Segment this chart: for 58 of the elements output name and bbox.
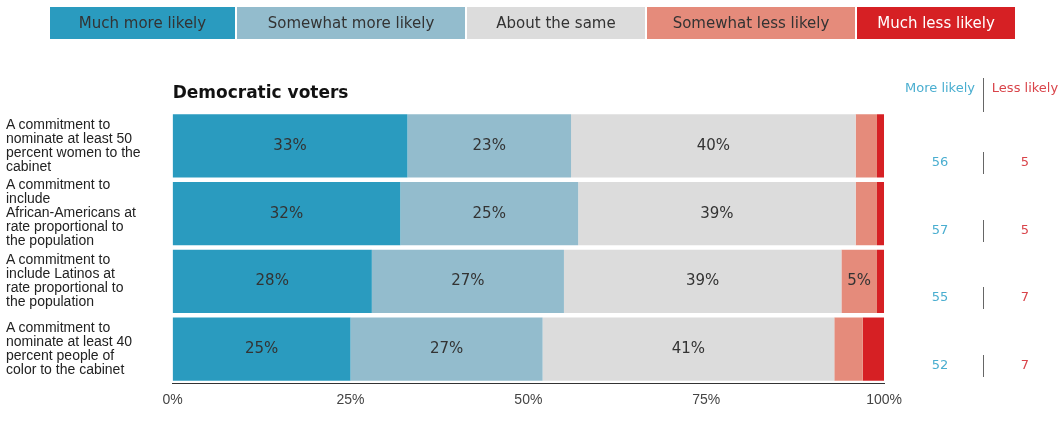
data-label: 23% bbox=[472, 135, 506, 154]
data-label: 25% bbox=[244, 339, 279, 358]
bar bbox=[400, 182, 579, 246]
y-tick-label: A commitment to include African-Americans at rate proportional to the population bbox=[6, 176, 137, 249]
data-label: 28% bbox=[255, 271, 289, 290]
data-label: 39% bbox=[700, 203, 734, 222]
x-tick-label: 25% bbox=[336, 391, 365, 408]
bar bbox=[172, 317, 351, 381]
bar bbox=[841, 249, 877, 313]
bar bbox=[876, 114, 885, 178]
bar bbox=[172, 249, 372, 313]
text: Much less likely bbox=[857, 7, 1015, 39]
bar bbox=[350, 317, 543, 381]
data-label: 27% bbox=[429, 339, 464, 358]
bar bbox=[862, 317, 885, 381]
bar bbox=[563, 249, 842, 313]
bar bbox=[855, 114, 877, 178]
y-tick-label: A commitment to include Latinos at rate proportional to the population bbox=[6, 251, 124, 310]
bar bbox=[371, 249, 564, 313]
bar bbox=[578, 182, 856, 246]
data-label: 5% bbox=[847, 271, 872, 290]
x-tick-label: 50% bbox=[514, 391, 543, 408]
text: More likely bbox=[905, 80, 975, 95]
bar bbox=[855, 182, 877, 246]
data-label: 32% bbox=[269, 203, 304, 222]
data-label: 41% bbox=[671, 339, 706, 358]
data-label: 27% bbox=[451, 271, 485, 290]
text: 57 bbox=[930, 221, 950, 237]
text: 7 bbox=[1019, 357, 1031, 373]
x-tick-label: 0% bbox=[162, 391, 183, 408]
x-tick-label: 100% bbox=[866, 391, 902, 408]
bar bbox=[172, 114, 408, 178]
bar bbox=[876, 182, 885, 246]
data-label: 25% bbox=[472, 203, 506, 222]
text: 5 bbox=[1019, 221, 1031, 237]
y-tick-label: A commitment to nominate at least 50 percent women to the cabinet bbox=[6, 115, 141, 174]
y-tick-label: A commitment to nominate at least 40 percent people of color to the cabinet bbox=[6, 318, 133, 377]
chart-title: Democratic voters bbox=[172, 81, 349, 102]
text: 5 bbox=[1019, 153, 1031, 169]
bar bbox=[407, 114, 572, 178]
text: Somewhat less likely bbox=[647, 7, 855, 39]
text: Much more likely bbox=[50, 7, 235, 39]
text: 56 bbox=[930, 153, 950, 169]
text: About the same bbox=[467, 7, 645, 39]
bar bbox=[172, 182, 401, 246]
text: 55 bbox=[930, 289, 950, 305]
data-label: 39% bbox=[686, 271, 720, 290]
bar bbox=[571, 114, 856, 178]
data-label: 40% bbox=[696, 135, 731, 154]
text: 52 bbox=[930, 357, 950, 373]
bar bbox=[876, 249, 885, 313]
data-label: 33% bbox=[273, 135, 307, 154]
x-tick-label: 75% bbox=[692, 391, 721, 408]
bar bbox=[542, 317, 835, 381]
text: Somewhat more likely bbox=[237, 7, 465, 39]
text: 7 bbox=[1019, 289, 1031, 305]
text: Less likely bbox=[990, 80, 1060, 95]
bar bbox=[834, 317, 863, 381]
